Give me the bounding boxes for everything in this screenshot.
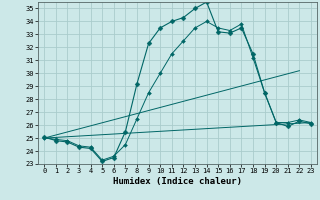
X-axis label: Humidex (Indice chaleur): Humidex (Indice chaleur) (113, 177, 242, 186)
